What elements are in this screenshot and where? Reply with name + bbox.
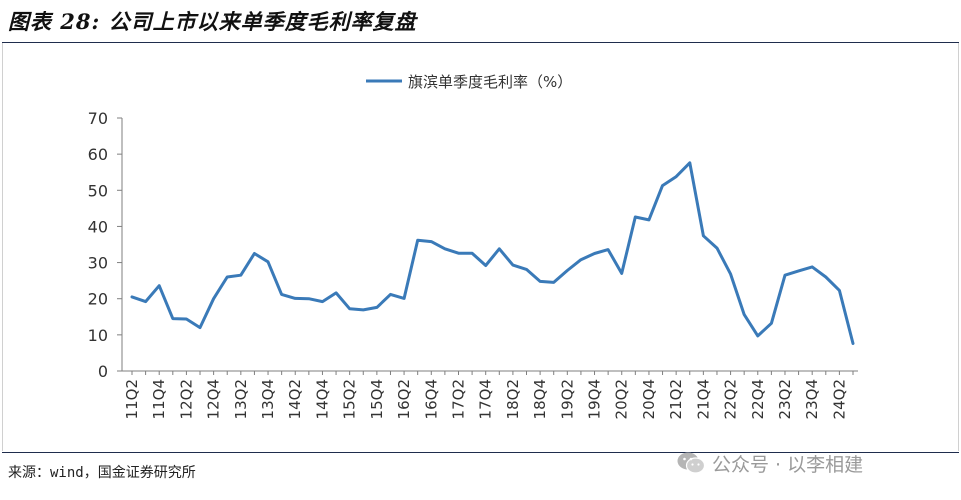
x-tick-label: 17Q2 xyxy=(449,379,467,419)
x-tick-label: 14Q4 xyxy=(313,379,331,419)
wechat-icon xyxy=(677,452,706,474)
x-tick-label: 17Q4 xyxy=(477,379,495,419)
x-tick-label: 18Q2 xyxy=(504,379,522,419)
x-tick-label: 16Q2 xyxy=(395,379,413,419)
x-tick-label: 12Q4 xyxy=(205,379,223,419)
y-tick-label: 70 xyxy=(88,109,108,128)
x-tick-label: 21Q2 xyxy=(667,379,685,419)
x-tick-label: 13Q2 xyxy=(232,379,250,419)
frame-left-border xyxy=(2,43,3,451)
y-axis: 0 10 20 30 40 50 60 70 xyxy=(88,109,123,381)
x-tick-label: 18Q4 xyxy=(531,379,549,419)
x-tick-label: 15Q2 xyxy=(341,379,359,419)
x-tick-label: 20Q4 xyxy=(640,379,658,419)
x-tick-label: 24Q2 xyxy=(830,379,848,419)
figure-title: 图表 28: 公司上市以来单季度毛利率复盘 xyxy=(8,9,417,34)
x-tick-label: 16Q4 xyxy=(422,379,440,419)
source-note: 来源：wind，国金证券研究所 xyxy=(8,465,196,481)
x-axis: 11Q2 11Q4 12Q2 12Q4 13Q2 13Q4 14Q2 14Q4 15Q2 15Q4… xyxy=(122,370,858,419)
x-tick-label: 20Q2 xyxy=(613,379,631,419)
x-tick-label: 22Q4 xyxy=(749,379,767,419)
x-tick-label: 23Q2 xyxy=(776,379,794,419)
legend: 旗滨单季度毛利率（%） xyxy=(366,73,572,91)
x-tick-label: 22Q2 xyxy=(722,379,740,419)
x-tick-label: 21Q4 xyxy=(694,379,712,419)
frame-right-border xyxy=(958,43,959,451)
x-tick-label: 19Q2 xyxy=(558,379,576,419)
x-tick-label: 12Q2 xyxy=(177,379,195,419)
x-tick-label: 23Q4 xyxy=(803,379,821,419)
series-line xyxy=(130,161,855,345)
x-tick-label: 19Q4 xyxy=(586,379,604,419)
x-tick-label: 14Q2 xyxy=(286,379,304,419)
y-tick-label: 20 xyxy=(88,290,108,309)
legend-label: 旗滨单季度毛利率（%） xyxy=(408,73,572,91)
watermark-text: 公众号 · 以李相建 xyxy=(712,453,864,476)
series-layer xyxy=(130,161,855,345)
x-tick-label: 13Q4 xyxy=(259,379,277,419)
y-tick-label: 10 xyxy=(88,326,108,345)
x-tick-label: 11Q4 xyxy=(150,379,168,419)
y-tick-label: 0 xyxy=(98,362,108,381)
y-tick-label: 50 xyxy=(88,181,108,200)
bottom-divider xyxy=(2,452,959,453)
y-tick-label: 40 xyxy=(88,217,108,236)
x-tick-label: 15Q4 xyxy=(368,379,386,419)
y-tick-label: 60 xyxy=(88,145,108,164)
title-divider xyxy=(2,42,959,43)
y-tick-label: 30 xyxy=(88,254,108,273)
watermark: 公众号 · 以李相建 xyxy=(676,448,863,478)
x-tick-label: 11Q2 xyxy=(123,379,141,419)
